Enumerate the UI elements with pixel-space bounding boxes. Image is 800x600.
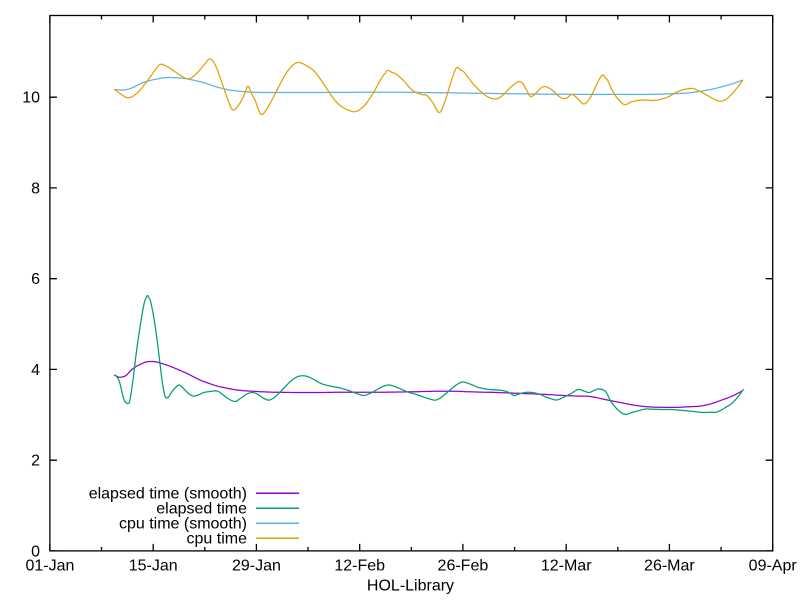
svg-text:12-Mar: 12-Mar xyxy=(541,558,592,575)
svg-text:09-Apr: 09-Apr xyxy=(749,558,798,575)
svg-text:26-Mar: 26-Mar xyxy=(644,558,695,575)
svg-text:elapsed time (smooth): elapsed time (smooth) xyxy=(89,486,247,503)
svg-text:0: 0 xyxy=(31,543,40,560)
svg-text:15-Jan: 15-Jan xyxy=(129,558,178,575)
svg-text:12-Feb: 12-Feb xyxy=(334,558,385,575)
svg-text:cpu time (smooth): cpu time (smooth) xyxy=(119,516,247,533)
svg-text:6: 6 xyxy=(31,271,40,288)
svg-text:4: 4 xyxy=(31,362,40,379)
svg-text:cpu time: cpu time xyxy=(187,531,248,548)
svg-text:elapsed time: elapsed time xyxy=(156,501,247,518)
svg-text:26-Feb: 26-Feb xyxy=(438,558,489,575)
svg-text:01-Jan: 01-Jan xyxy=(25,558,74,575)
svg-text:2: 2 xyxy=(31,453,40,470)
svg-text:8: 8 xyxy=(31,180,40,197)
svg-text:10: 10 xyxy=(22,90,40,107)
svg-text:29-Jan: 29-Jan xyxy=(232,558,281,575)
svg-text:HOL-Library: HOL-Library xyxy=(367,578,454,595)
